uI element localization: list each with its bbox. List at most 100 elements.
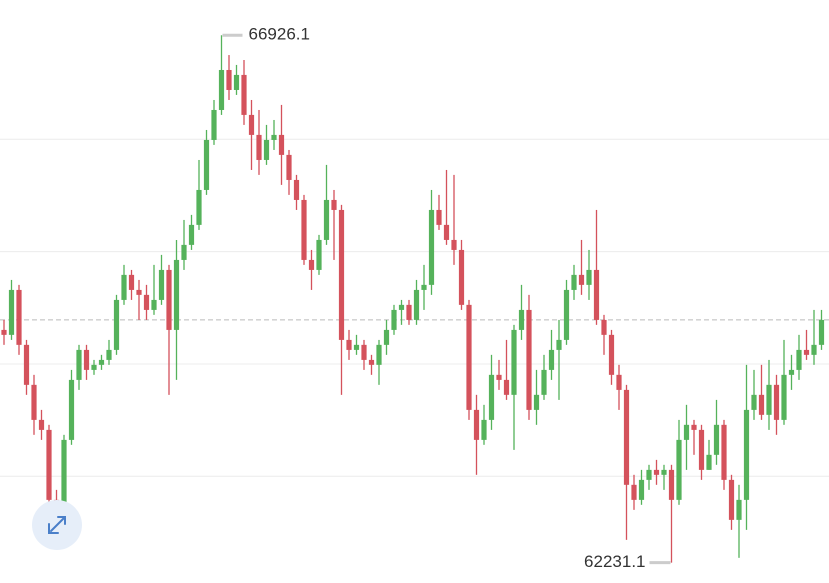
candle-body	[38, 419, 45, 430]
candle-body	[196, 189, 202, 225]
candle-body	[91, 364, 97, 370]
candle-body	[608, 334, 615, 375]
candle-body	[638, 479, 645, 500]
candle-body	[106, 349, 112, 360]
candle-body	[773, 384, 780, 420]
candle-body	[443, 224, 450, 240]
max-label: 66926.1	[249, 25, 310, 44]
candle-body	[203, 139, 210, 190]
candle-body	[241, 74, 247, 115]
candle-body	[728, 479, 735, 520]
candle-body	[781, 374, 787, 420]
candle-body	[511, 329, 517, 395]
candle-body	[533, 394, 540, 410]
candle-body	[466, 304, 472, 410]
candle-body	[316, 239, 322, 270]
candle-body	[661, 469, 667, 475]
candle-body	[383, 329, 390, 345]
candle-body	[248, 114, 255, 135]
candle-body	[541, 369, 547, 395]
candle-body	[68, 379, 75, 440]
expand-button[interactable]	[32, 500, 82, 550]
candle-body	[488, 374, 495, 420]
candle-body	[8, 289, 15, 335]
candle-body	[563, 289, 570, 340]
candle-body	[211, 109, 217, 140]
candle-body	[451, 239, 457, 250]
candle-body	[121, 274, 127, 300]
candle-body	[706, 454, 712, 470]
candle-body	[803, 349, 810, 355]
candle-body	[31, 384, 37, 420]
candle-body	[721, 424, 727, 480]
candle-body	[353, 344, 360, 350]
candle-body	[338, 209, 345, 340]
candle-body	[578, 274, 585, 285]
candle-body	[526, 309, 532, 410]
candle-body	[601, 319, 607, 335]
candle-body	[293, 179, 300, 200]
candle-body	[818, 319, 825, 345]
candle-body	[571, 274, 577, 290]
candle-body	[233, 74, 240, 90]
candle-body	[691, 424, 697, 430]
candle-body	[766, 384, 772, 415]
candle-body	[323, 199, 330, 240]
candle-body	[23, 344, 30, 385]
candle-body	[301, 199, 307, 260]
candle-body	[278, 134, 285, 155]
candle-body	[796, 349, 802, 370]
candle-body	[398, 304, 405, 310]
candle-body	[391, 309, 397, 330]
candle-body	[61, 439, 67, 505]
candle-body	[646, 469, 652, 480]
candle-body	[376, 344, 382, 365]
candle-body	[683, 424, 690, 440]
candle-body	[113, 299, 120, 350]
candle-body	[181, 244, 187, 260]
expand-icon[interactable]	[48, 516, 66, 534]
candle-body	[188, 224, 195, 245]
candle-body	[83, 349, 90, 370]
candle-body	[676, 439, 682, 500]
candle-body	[361, 344, 367, 360]
candle-body	[586, 269, 592, 285]
candle-body	[631, 484, 637, 500]
candle-body	[743, 409, 750, 500]
candle-body	[473, 409, 480, 440]
candle-body	[421, 284, 427, 290]
candle-body	[143, 294, 150, 310]
candle-body	[653, 469, 660, 475]
candle-body	[346, 339, 352, 350]
candle-body	[98, 359, 105, 365]
candle-body	[503, 379, 510, 395]
candle-body	[413, 289, 420, 320]
candle-body	[76, 349, 82, 380]
candle-body	[128, 274, 135, 290]
candle-body	[218, 69, 225, 110]
candle-body	[556, 339, 562, 350]
min-label: 62231.1	[584, 552, 645, 571]
candle-body	[758, 394, 765, 415]
candle-body	[1, 329, 7, 335]
candle-body	[698, 429, 705, 470]
candle-body	[136, 289, 142, 295]
candle-body	[271, 134, 277, 140]
candle-body	[518, 309, 525, 330]
candle-body	[616, 374, 622, 390]
candle-body	[151, 299, 157, 310]
candle-body	[263, 139, 270, 160]
candle-body	[428, 209, 435, 285]
candle-body	[256, 134, 262, 160]
candle-body	[308, 259, 315, 270]
candle-body	[548, 349, 555, 370]
candle-body	[593, 269, 600, 320]
candle-body	[811, 344, 817, 355]
candle-body	[496, 374, 502, 380]
candle-body	[368, 359, 375, 365]
candle-body	[46, 429, 52, 500]
candle-body	[458, 249, 465, 305]
candle-body	[668, 469, 675, 500]
